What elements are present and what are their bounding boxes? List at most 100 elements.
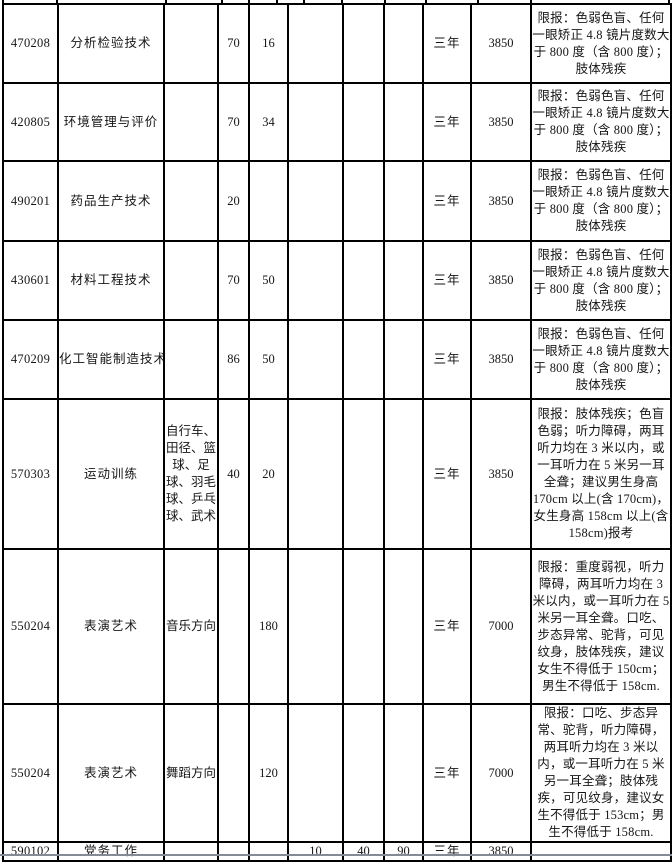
major-direction (163, 240, 219, 321)
major-code: 550204 (2, 548, 59, 705)
major-direction: 舞蹈方向 (163, 703, 219, 843)
major-code: 430601 (2, 240, 59, 321)
table-row: 470208 分析检验技术 70 16 三年 3850 限报：色弱色盲、任何一眼… (2, 3, 672, 84)
table-row: 550204 表演艺术 舞蹈方向 120 三年 7000 限报：口吃、步态异常、… (2, 703, 672, 843)
table-row: 590102 党务工作 10 40 90 三年 3850 (2, 841, 672, 862)
restriction-note: 限报：色弱色盲、任何一眼矫正 4.8 镜片度数大于 800 度（含 800 度）… (530, 82, 672, 162)
cut-row-line-stub (303, 0, 305, 3)
plan-number-5 (383, 240, 424, 321)
plan-number-1 (217, 703, 250, 843)
cut-row-line-stub (248, 0, 250, 3)
cut-row-line-stub (425, 0, 427, 3)
plan-number-2: 180 (248, 548, 289, 705)
plan-number-2 (248, 841, 289, 862)
cut-row-line-stub (477, 0, 479, 3)
plan-number-1: 86 (217, 319, 250, 400)
tuition-fee: 7000 (470, 548, 532, 705)
tuition-fee: 7000 (470, 703, 532, 843)
table-row: 470209 化工智能制造技术 86 50 三年 3850 限报：色弱色盲、任何… (2, 319, 672, 400)
restriction-note: 限报：肢体残疾；色盲色弱；听力障碍，两耳听力均在 3 米以内，或一耳听力在 5 … (530, 398, 672, 550)
table-row: 420805 环境管理与评价 70 34 三年 3850 限报：色弱色盲、任何一… (2, 82, 672, 162)
study-duration: 三年 (422, 548, 472, 705)
study-duration: 三年 (422, 3, 472, 84)
major-direction: 音乐方向 (163, 548, 219, 705)
plan-number-3: 10 (287, 841, 344, 862)
plan-number-2: 20 (248, 398, 289, 550)
tuition-fee: 3850 (470, 319, 532, 400)
cut-row-line-stub (165, 0, 167, 3)
plan-number-3 (287, 3, 344, 84)
plan-number-2 (248, 160, 289, 242)
page-bottom-rule (0, 854, 672, 856)
table-row: 570303 运动训练 自行车、田径、篮球、足球、羽毛球、乒乓球、武术 40 2… (2, 398, 672, 550)
plan-number-3 (287, 398, 344, 550)
plan-number-5 (383, 398, 424, 550)
study-duration: 三年 (422, 398, 472, 550)
plan-number-4 (342, 548, 385, 705)
plan-number-1: 70 (217, 3, 250, 84)
major-code: 570303 (2, 398, 59, 550)
restriction-note (530, 841, 672, 862)
cut-row-line-stub (530, 0, 532, 3)
major-direction: 自行车、田径、篮球、足球、羽毛球、乒乓球、武术 (163, 398, 219, 550)
major-direction (163, 841, 219, 862)
major-direction (163, 160, 219, 242)
study-duration: 三年 (422, 841, 472, 862)
tuition-fee: 3850 (470, 398, 532, 550)
study-duration: 三年 (422, 82, 472, 162)
plan-number-4 (342, 160, 385, 242)
plan-number-2: 34 (248, 82, 289, 162)
plan-number-1 (217, 548, 250, 705)
major-direction (163, 82, 219, 162)
cut-row-line-stub (668, 0, 670, 3)
cut-row-line-stub (2, 0, 4, 3)
major-name: 表演艺术 (57, 703, 165, 843)
restriction-note: 限报：色弱色盲、任何一眼矫正 4.8 镜片度数大于 800 度（含 800 度）… (530, 3, 672, 84)
plan-number-4 (342, 319, 385, 400)
table-row: 550204 表演艺术 音乐方向 180 三年 7000 限报：重度弱视，听力障… (2, 548, 672, 705)
major-code: 470208 (2, 3, 59, 84)
plan-number-3 (287, 82, 344, 162)
major-code: 490201 (2, 160, 59, 242)
tuition-fee: 3850 (470, 841, 532, 862)
plan-number-1: 40 (217, 398, 250, 550)
tuition-fee: 3850 (470, 240, 532, 321)
major-name: 化工智能制造技术 (57, 319, 165, 400)
plan-number-2: 120 (248, 703, 289, 843)
restriction-note: 限报：重度弱视，听力障碍，两耳听力均在 3 米以内，或一耳听力在 5 米另一耳全… (530, 548, 672, 705)
plan-number-3 (287, 240, 344, 321)
study-duration: 三年 (422, 319, 472, 400)
cut-row-line-stub (384, 0, 386, 3)
plan-number-1: 70 (217, 240, 250, 321)
tuition-fee: 3850 (470, 160, 532, 242)
plan-number-5 (383, 160, 424, 242)
restriction-note: 限报：口吃、步态异常、驼背，听力障碍，两耳听力均在 3 米以内，或一耳听力在 5… (530, 703, 672, 843)
plan-number-2: 16 (248, 3, 289, 84)
major-name: 党务工作 (57, 841, 165, 862)
major-name: 环境管理与评价 (57, 82, 165, 162)
cut-row-line-stub (56, 0, 58, 3)
cut-row-line-stub (276, 0, 278, 3)
plan-number-3 (287, 703, 344, 843)
major-name: 分析检验技术 (57, 3, 165, 84)
table-row: 490201 药品生产技术 20 三年 3850 限报：色弱色盲、任何一眼矫正 … (2, 160, 672, 242)
study-duration: 三年 (422, 703, 472, 843)
cut-row-line-stub (221, 0, 223, 3)
plan-number-4 (342, 240, 385, 321)
plan-number-5 (383, 82, 424, 162)
cut-row-line-stub (341, 0, 343, 3)
plan-number-5 (383, 703, 424, 843)
major-direction (163, 319, 219, 400)
plan-number-2: 50 (248, 240, 289, 321)
major-code: 420805 (2, 82, 59, 162)
plan-number-4 (342, 3, 385, 84)
admission-plan-table: 470208 分析检验技术 70 16 三年 3850 限报：色弱色盲、任何一眼… (2, 3, 672, 862)
plan-number-4: 40 (342, 841, 385, 862)
major-code: 470209 (2, 319, 59, 400)
plan-number-5: 90 (383, 841, 424, 862)
plan-number-5 (383, 548, 424, 705)
study-duration: 三年 (422, 160, 472, 242)
major-code: 550204 (2, 703, 59, 843)
restriction-note: 限报：色弱色盲、任何一眼矫正 4.8 镜片度数大于 800 度（含 800 度）… (530, 240, 672, 321)
